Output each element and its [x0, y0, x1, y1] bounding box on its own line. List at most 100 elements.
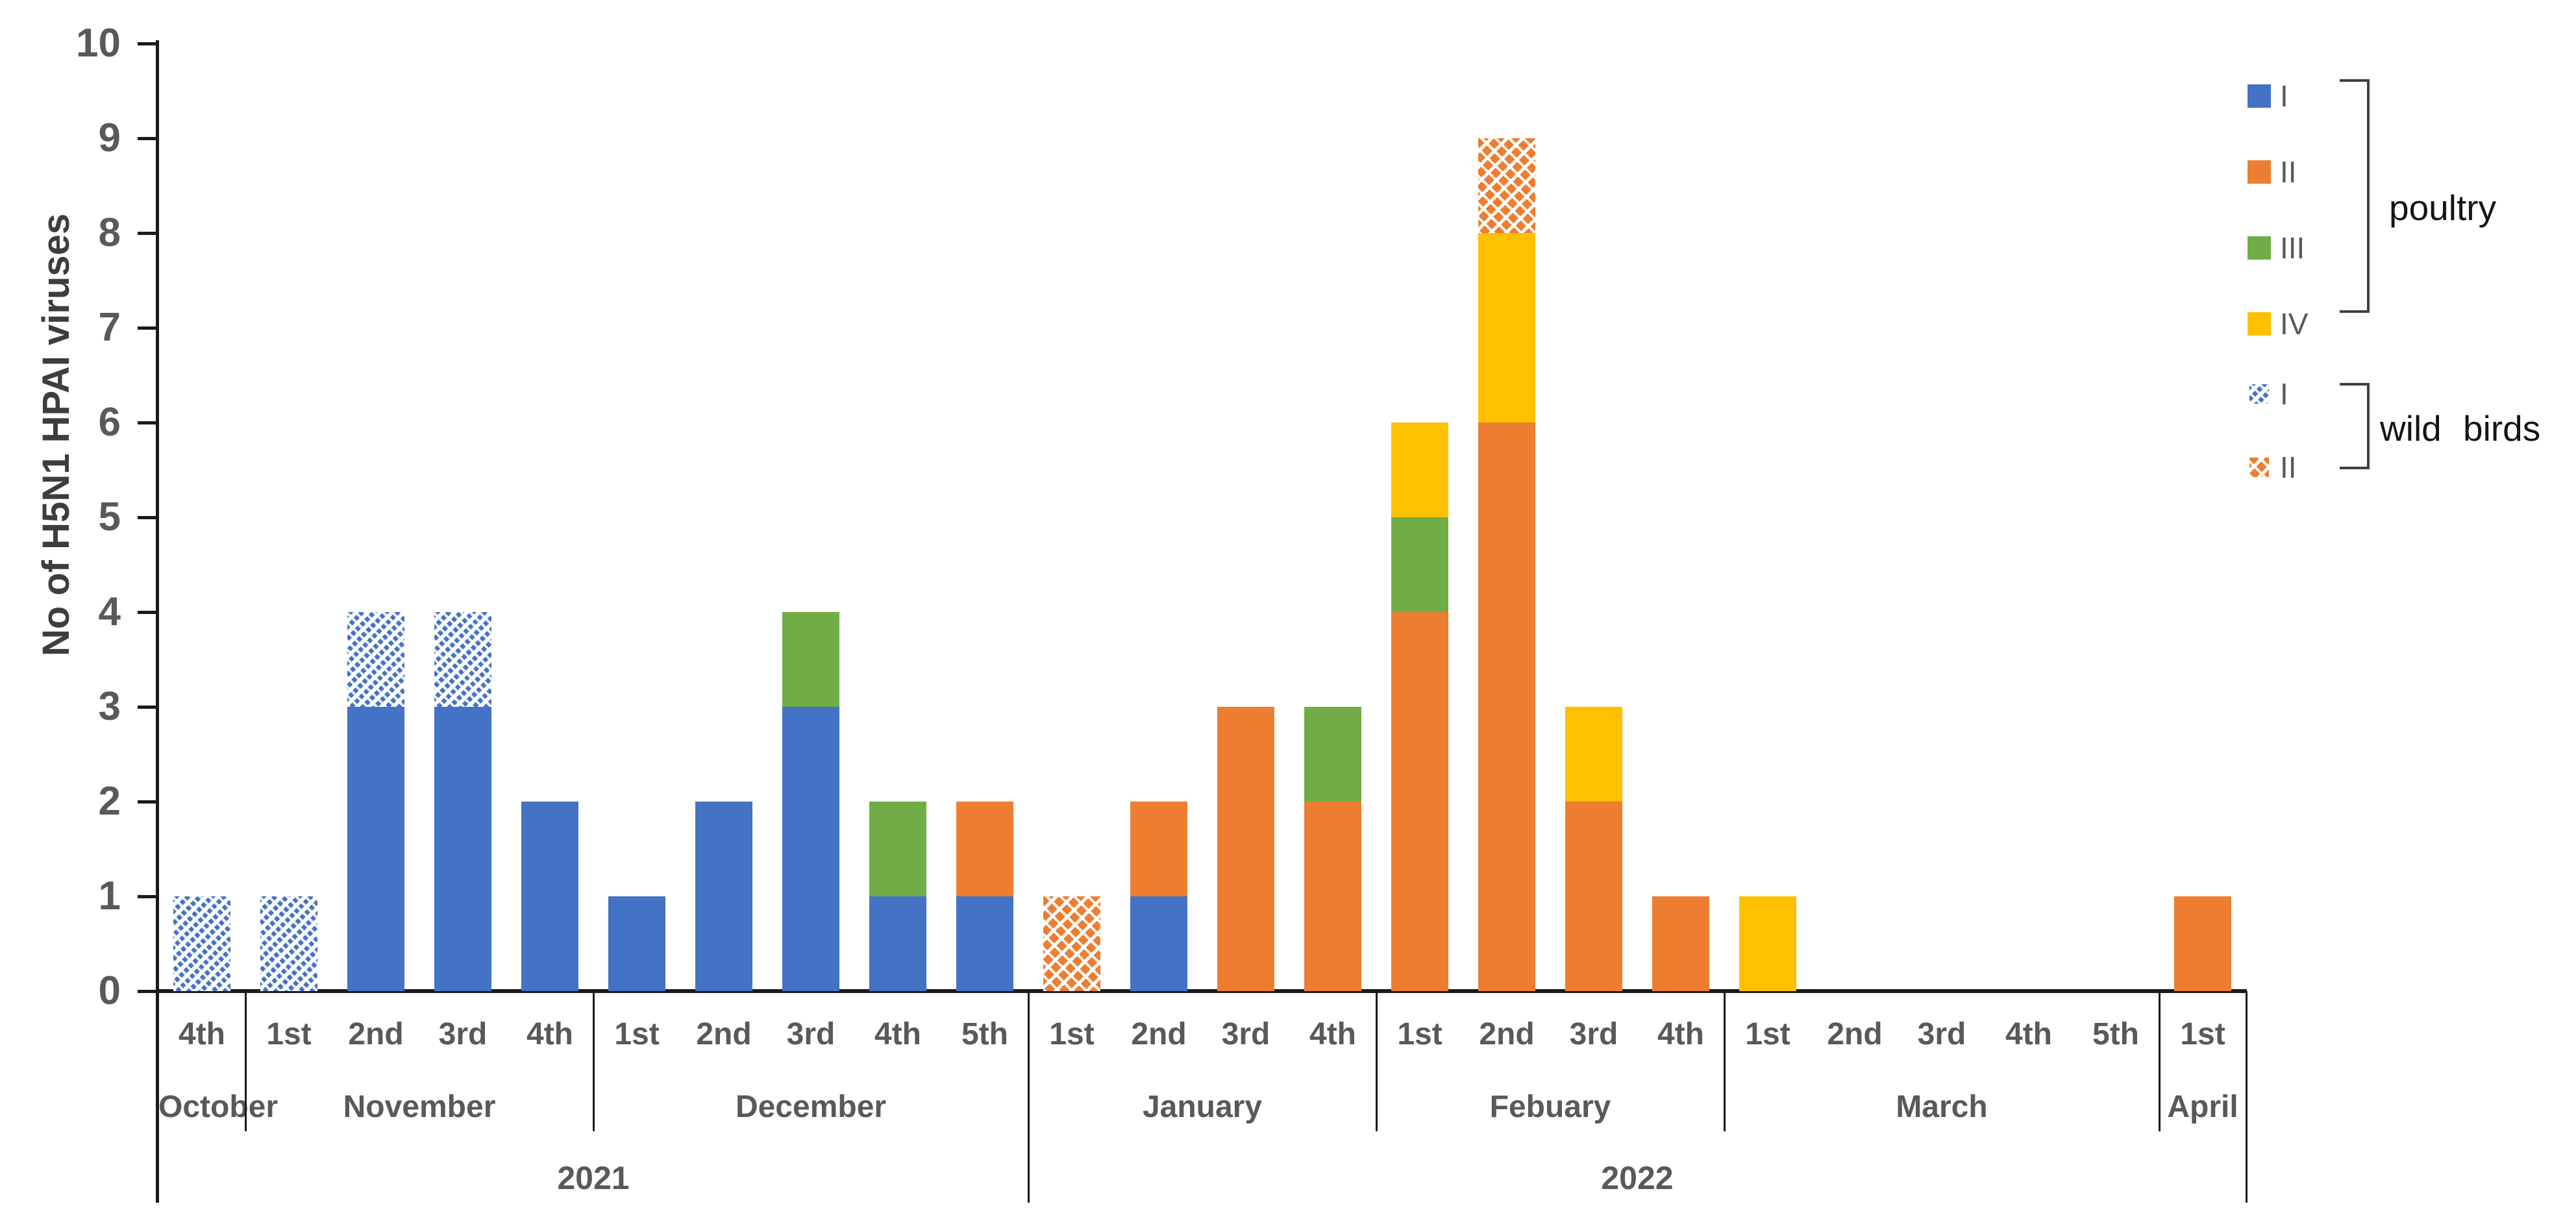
bar-segment-poultry_II: [1304, 802, 1361, 991]
bar-segment-poultry_I: [347, 707, 404, 991]
week-label: 1st: [1049, 1017, 1095, 1051]
month-divider: [245, 991, 247, 1131]
legend-swatch-wild_II: [2249, 458, 2269, 477]
legend-item-label: I: [2280, 377, 2288, 411]
bar-segment-poultry_IV: [1391, 423, 1448, 517]
month-label: Febuary: [1489, 1090, 1611, 1124]
legend-swatch-poultry_I: [2248, 84, 2271, 108]
week-label: 1st: [1745, 1017, 1790, 1051]
y-tick-label: 8: [98, 210, 121, 255]
bar-segment-poultry_II: [1565, 802, 1622, 991]
y-axis-tick: [138, 137, 156, 140]
y-tick-label: 1: [98, 874, 121, 918]
wild-birds-bracket: [2340, 383, 2370, 469]
legend-item-label: II: [2280, 155, 2297, 189]
week-label: 2nd: [1479, 1017, 1535, 1051]
bar-segment-poultry_II: [2174, 896, 2231, 991]
week-label: 2nd: [1131, 1017, 1187, 1051]
week-label: 2nd: [348, 1017, 404, 1051]
bar-segment-poultry_III: [869, 802, 926, 896]
y-tick-label: 0: [98, 968, 121, 1013]
month-label: December: [735, 1090, 887, 1124]
month-divider: [593, 991, 595, 1131]
legend-item-label: II: [2280, 450, 2297, 484]
y-axis-tick: [138, 800, 156, 804]
bar-segment-poultry_II: [956, 802, 1013, 896]
legend-group-label-poultry: poultry: [2389, 188, 2497, 228]
week-label: 4th: [1309, 1017, 1356, 1051]
poultry-bracket: [2340, 79, 2370, 313]
bar-segment-poultry_II: [1217, 707, 1274, 991]
bar-segment-wild_I: [347, 612, 404, 707]
y-tick-label: 3: [98, 684, 121, 729]
y-tick-label: 2: [98, 779, 121, 824]
y-tick-label: 4: [98, 589, 121, 634]
y-axis-tick: [138, 232, 156, 235]
x-axis-line: [156, 989, 2247, 993]
week-label: 5th: [2092, 1017, 2139, 1051]
bar-segment-poultry_II: [1130, 802, 1187, 896]
legend-item-label: IV: [2280, 307, 2309, 341]
y-tick-label: 9: [98, 116, 121, 160]
week-label: 1st: [2180, 1017, 2225, 1051]
y-tick-label: 5: [98, 495, 121, 539]
month-label: November: [343, 1090, 496, 1124]
bar-segment-wild_I: [434, 612, 491, 707]
bar-segment-poultry_I: [608, 896, 665, 991]
bar-segment-poultry_I: [956, 896, 1013, 991]
year-divider: [2246, 991, 2248, 1203]
bar-segment-poultry_II: [1478, 423, 1535, 991]
legend-swatch-poultry_IV: [2248, 312, 2271, 336]
legend-item-label: I: [2280, 79, 2288, 113]
y-axis-tick: [138, 42, 156, 45]
week-label: 5th: [961, 1017, 1008, 1051]
bar-segment-poultry_I: [695, 802, 752, 991]
week-label: 4th: [179, 1017, 225, 1051]
y-axis-tick: [138, 706, 156, 709]
y-axis-tick: [138, 326, 156, 330]
year-label: 2021: [557, 1160, 630, 1196]
legend-swatch-wild_I: [2249, 384, 2269, 404]
y-tick-label: 10: [76, 21, 121, 66]
week-label: 4th: [2005, 1017, 2052, 1051]
y-axis-tick: [138, 421, 156, 424]
bar-segment-poultry_II: [1391, 612, 1448, 991]
month-label: March: [1896, 1090, 1988, 1124]
week-label: 1st: [266, 1017, 312, 1051]
bar-segment-wild_II: [1478, 138, 1535, 233]
legend-swatch-poultry_II: [2248, 160, 2271, 184]
bar-segment-wild_I: [260, 896, 317, 991]
bar-segment-wild_II: [1043, 896, 1100, 991]
y-axis-tick: [138, 990, 156, 993]
legend-group-label-wild-birds: wild birds: [2380, 408, 2541, 448]
week-label: 1st: [1397, 1017, 1443, 1051]
week-label: 3rd: [786, 1017, 836, 1051]
week-label: 1st: [614, 1017, 660, 1051]
bar-segment-poultry_IV: [1565, 707, 1622, 802]
week-label: 4th: [526, 1017, 573, 1051]
week-label: 2nd: [1827, 1017, 1883, 1051]
y-tick-label: 7: [98, 305, 121, 350]
month-divider: [2159, 991, 2161, 1131]
y-axis-tick: [138, 611, 156, 614]
month-label: October: [158, 1090, 279, 1124]
bar-segment-poultry_IV: [1478, 233, 1535, 423]
bar-segment-poultry_I: [434, 707, 491, 991]
y-axis-tick: [138, 895, 156, 898]
bar-segment-poultry_II: [1652, 896, 1709, 991]
bar-segment-poultry_I: [1130, 896, 1187, 991]
bar-segment-poultry_I: [521, 802, 578, 991]
bar-segment-poultry_III: [1391, 517, 1448, 612]
week-label: 3rd: [1221, 1017, 1270, 1051]
bar-segment-poultry_I: [782, 707, 839, 991]
month-label: April: [2167, 1090, 2238, 1124]
bar-segment-poultry_III: [1304, 707, 1361, 802]
week-label: 2nd: [696, 1017, 752, 1051]
bar-segment-poultry_IV: [1739, 896, 1796, 991]
month-divider: [1724, 991, 1726, 1131]
month-label: January: [1142, 1090, 1263, 1124]
week-label: 4th: [874, 1017, 921, 1051]
y-tick-label: 6: [98, 400, 121, 445]
week-label: 3rd: [438, 1017, 488, 1051]
